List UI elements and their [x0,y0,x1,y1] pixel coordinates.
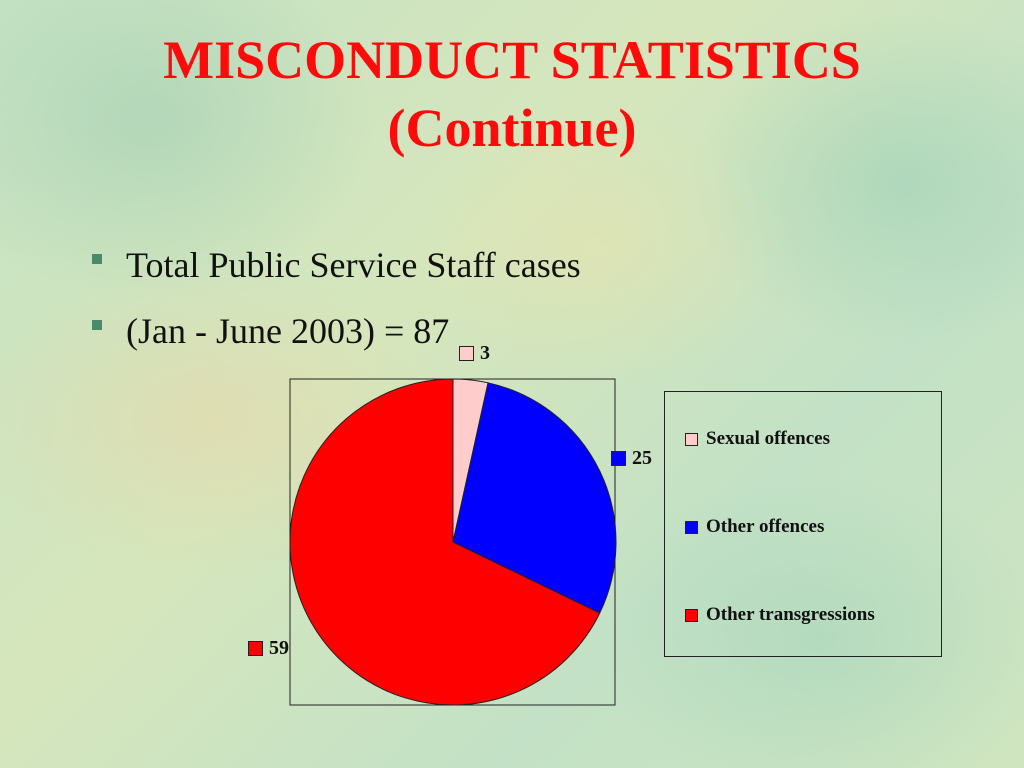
slide-title: MISCONDUCT STATISTICS (Continue) [0,26,1024,162]
data-label-value: 25 [632,447,652,469]
data-label: 3 [459,342,490,365]
bullet-item: Total Public Service Staff cases [92,232,581,298]
legend-label: Other offences [706,516,825,537]
slide-title-line2: (Continue) [387,98,637,158]
pie-slices [289,378,617,706]
data-label-value: 59 [269,637,289,659]
data-label-swatch [459,346,474,361]
legend-label: Other transgressions [706,604,875,625]
legend-item-sexual-offences: Sexual offences [685,428,830,450]
legend-swatch [685,608,698,622]
data-label: 59 [248,637,289,660]
data-label-swatch [248,641,263,656]
bullet-item: (Jan - June 2003) = 87 [92,298,581,364]
legend-swatch [685,432,698,446]
bullet-square-icon [92,254,102,264]
legend-label: Sexual offences [706,428,831,449]
pie-slice-other-offences [452,382,617,614]
bullet-list: Total Public Service Staff cases (Jan - … [92,232,581,364]
pie-slice-other-transgressions [289,378,601,706]
chart-legend: Sexual offences Other offences Other tra… [664,391,942,657]
data-label-swatch [611,451,626,466]
bullet-text: Total Public Service Staff cases [126,245,581,285]
legend-item-other-offences: Other offences [685,516,824,538]
data-label-value: 3 [480,342,490,364]
data-label: 25 [611,447,652,470]
slide-title-line1: MISCONDUCT STATISTICS [163,30,861,90]
bullet-square-icon [92,320,102,330]
legend-swatch [685,520,698,534]
bullet-text: (Jan - June 2003) = 87 [126,311,450,351]
legend-item-other-transgressions: Other transgressions [685,604,875,626]
